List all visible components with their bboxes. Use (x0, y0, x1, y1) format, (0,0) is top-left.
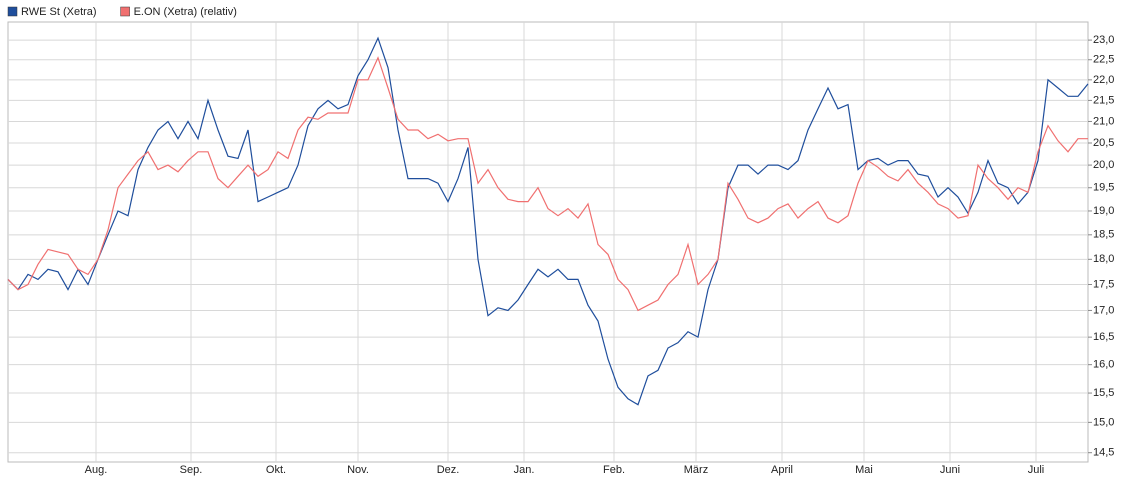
x-tick-label: Mai (855, 464, 873, 476)
legend-label: E.ON (Xetra) (relativ) (134, 6, 237, 18)
x-tick-label: Juli (1028, 464, 1045, 476)
y-tick-label: 17,0 (1093, 304, 1114, 316)
legend-label: RWE St (Xetra) (21, 6, 97, 18)
y-tick-label: 21,5 (1093, 94, 1114, 106)
x-tick-label: April (771, 464, 793, 476)
legend-swatch (120, 6, 130, 17)
x-tick-label: März (684, 464, 708, 476)
x-tick-label: Nov. (347, 464, 369, 476)
x-tick-label: Juni (940, 464, 960, 476)
x-tick-label: Aug. (85, 464, 108, 476)
y-tick-label: 22,0 (1093, 74, 1114, 86)
x-tick-label: Jan. (514, 464, 535, 476)
y-tick-label: 18,5 (1093, 229, 1114, 241)
series-line (7, 36, 1089, 406)
y-tick-label: 15,0 (1093, 416, 1114, 428)
y-tick-label: 21,0 (1093, 115, 1114, 127)
y-tick-label: 16,0 (1093, 359, 1114, 371)
y-tick-label: 19,5 (1093, 182, 1114, 194)
y-tick-label: 15,5 (1093, 387, 1114, 399)
x-tick-label: Dez. (437, 464, 460, 476)
y-tick-label: 17,5 (1093, 278, 1114, 290)
y-tick-label: 16,5 (1093, 331, 1114, 343)
x-tick-label: Okt. (266, 464, 286, 476)
x-tick-label: Feb. (603, 464, 625, 476)
y-tick-label: 19,0 (1093, 205, 1114, 217)
y-tick-label: 20,5 (1093, 137, 1114, 149)
series-line (7, 56, 1088, 312)
y-tick-label: 23,0 (1093, 34, 1114, 46)
legend-swatch (7, 6, 18, 17)
y-tick-label: 18,0 (1093, 253, 1114, 265)
y-tick-label: 14,5 (1093, 447, 1114, 459)
x-tick-label: Sep. (180, 464, 203, 476)
plot-frame (7, 21, 1089, 463)
y-tick-label: 20,0 (1093, 159, 1114, 171)
y-tick-label: 22,5 (1093, 54, 1114, 66)
